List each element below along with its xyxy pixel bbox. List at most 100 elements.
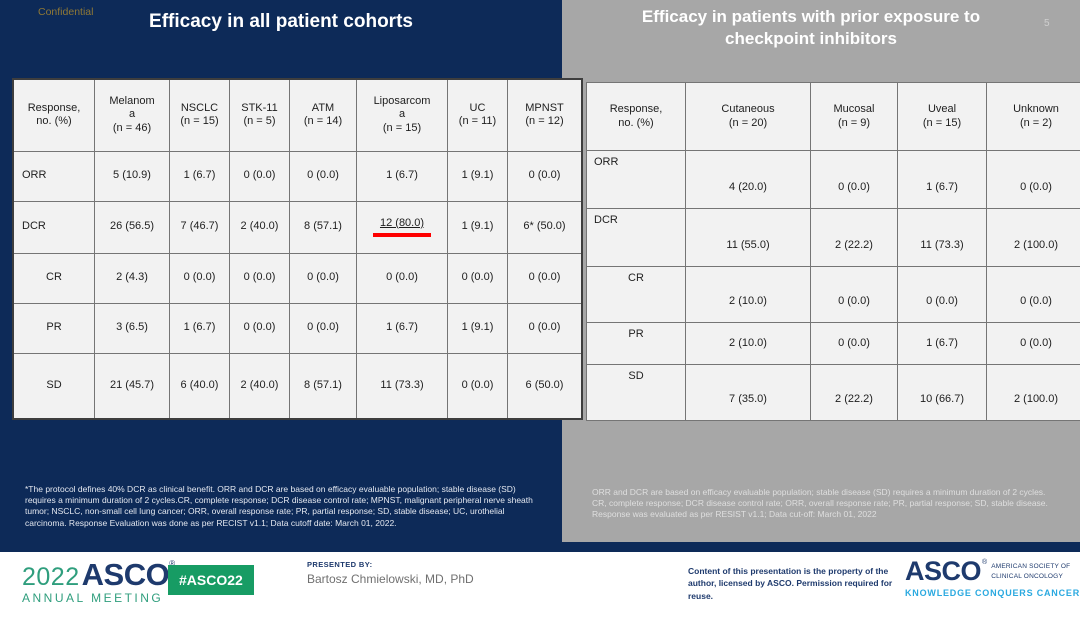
asco-society-logo: ASCO ® AMERICAN SOCIETY OF CLINICAL ONCO… <box>905 556 1080 598</box>
row-label: ORR <box>586 150 686 209</box>
table-cell: 1 (9.1) <box>447 150 508 202</box>
table-header-row: Response, no. (%) Cutaneous (n = 20) Mucos… <box>586 82 1080 151</box>
table-cell: 12 (80.0) <box>356 200 448 254</box>
table-cell: 3 (6.5) <box>94 302 170 354</box>
table-cell: 11 (55.0) <box>685 208 811 267</box>
table-cell: 0 (0.0) <box>986 266 1080 323</box>
table-cell: 26 (56.5) <box>94 200 170 254</box>
table-cell: 1 (6.7) <box>897 322 987 365</box>
table-row: CR 2 (4.3) 0 (0.0) 0 (0.0) 0 (0.0) 0 (0.0) 0 (… <box>12 252 583 304</box>
table-cell: 0 (0.0) <box>169 252 230 304</box>
row-label: DCR <box>586 208 686 267</box>
highlighted-value: 12 (80.0) <box>372 217 432 238</box>
table-row: DCR 11 (55.0) 2 (22.2) 11 (73.3) 2 (100.0) <box>586 208 1080 267</box>
table-cell: 2 (22.2) <box>810 364 898 421</box>
table-cell: 0 (0.0) <box>507 150 583 202</box>
table-cell: 0 (0.0) <box>447 352 508 420</box>
row-label: PR <box>12 302 95 354</box>
table-row: CR 2 (10.0) 0 (0.0) 0 (0.0) 0 (0.0) <box>586 266 1080 323</box>
column-header: ATM (n = 14) <box>289 78 357 152</box>
table-cell: 2 (4.3) <box>94 252 170 304</box>
annual-meeting-text: ANNUAL MEETING <box>22 591 164 605</box>
column-header: Response, no. (%) <box>12 78 95 152</box>
all-cohorts-efficacy-table: Response, no. (%) Melanom a (n = 46) NSCLC… <box>12 78 583 420</box>
presenter-name: Bartosz Chmielowski, MD, PhD <box>307 572 474 586</box>
prior-checkpoint-efficacy-table: Response, no. (%) Cutaneous (n = 20) Mucos… <box>586 82 1080 421</box>
table-cell: 8 (57.1) <box>289 352 357 420</box>
right-panel-title: Efficacy in patients with prior exposure… <box>641 7 981 49</box>
row-label: ORR <box>12 150 95 202</box>
row-label: PR <box>586 322 686 365</box>
column-header: MPNST (n = 12) <box>507 78 583 152</box>
slide-footer: 2022 ASCO ® ANNUAL MEETING #ASCO22 PRESE… <box>0 552 1080 624</box>
asco-logo-line: 2022 ASCO ® <box>22 557 175 593</box>
logo-year-text: 2022 <box>22 563 80 591</box>
table-cell: 10 (66.7) <box>897 364 987 421</box>
society-name-text: AMERICAN SOCIETY OF CLINICAL ONCOLOGY <box>991 562 1071 580</box>
table-cell: 2 (100.0) <box>986 364 1080 421</box>
table-cell: 6* (50.0) <box>507 200 583 254</box>
column-header: Melanom a (n = 46) <box>94 78 170 152</box>
table-cell: 0 (0.0) <box>447 252 508 304</box>
table-cell: 1 (6.7) <box>356 302 448 354</box>
table-cell: 8 (57.1) <box>289 200 357 254</box>
table-row: DCR 26 (56.5) 7 (46.7) 2 (40.0) 8 (57.1) 12 (… <box>12 200 583 254</box>
table-cell: 1 (9.1) <box>447 302 508 354</box>
table-row: ORR 4 (20.0) 0 (0.0) 1 (6.7) 0 (0.0) <box>586 150 1080 209</box>
table-cell: 21 (45.7) <box>94 352 170 420</box>
table-cell: 0 (0.0) <box>810 266 898 323</box>
table-cell: 0 (0.0) <box>897 266 987 323</box>
table-cell: 0 (0.0) <box>229 302 290 354</box>
column-header: NSCLC (n = 15) <box>169 78 230 152</box>
table-cell: 0 (0.0) <box>289 302 357 354</box>
table-cell: 2 (10.0) <box>685 322 811 365</box>
table-row: PR 3 (6.5) 1 (6.7) 0 (0.0) 0 (0.0) 1 (6.7) 1 (… <box>12 302 583 354</box>
table-header-row: Response, no. (%) Melanom a (n = 46) NSCLC… <box>12 78 583 152</box>
table-cell: 1 (6.7) <box>356 150 448 202</box>
table-row: SD 7 (35.0) 2 (22.2) 10 (66.7) 2 (100.0) <box>586 364 1080 421</box>
table-cell: 0 (0.0) <box>507 252 583 304</box>
table-cell: 11 (73.3) <box>897 208 987 267</box>
column-header: Liposarcom a (n = 15) <box>356 78 448 152</box>
left-panel-title: Efficacy in all patient cohorts <box>149 11 413 32</box>
presented-by-block: PRESENTED BY: Bartosz Chmielowski, MD, P… <box>307 560 474 586</box>
asco-society-logo-top: ASCO ® AMERICAN SOCIETY OF CLINICAL ONCO… <box>905 556 1080 587</box>
asco-logotype: ASCO <box>905 556 982 586</box>
hashtag-badge: #ASCO22 <box>168 565 254 595</box>
copyright-notice: Content of this presentation is the prop… <box>688 566 893 601</box>
table-cell: 1 (6.7) <box>169 302 230 354</box>
presented-by-label: PRESENTED BY: <box>307 560 373 569</box>
table-cell: 0 (0.0) <box>289 252 357 304</box>
table-cell: 6 (50.0) <box>507 352 583 420</box>
table-cell: 0 (0.0) <box>810 150 898 209</box>
row-label: CR <box>12 252 95 304</box>
table-cell: 0 (0.0) <box>289 150 357 202</box>
table-row: SD 21 (45.7) 6 (40.0) 2 (40.0) 8 (57.1) 11 (7… <box>12 352 583 420</box>
table-cell: 0 (0.0) <box>986 322 1080 365</box>
logo-asco-text: ASCO <box>81 557 170 592</box>
asco-annual-meeting-logo: 2022 ASCO ® ANNUAL MEETING <box>22 557 175 605</box>
asco-tagline: KNOWLEDGE CONQUERS CANCER <box>905 588 1080 598</box>
table-cell: 7 (46.7) <box>169 200 230 254</box>
registered-mark-icon: ® <box>982 559 988 566</box>
table-cell: 5 (10.9) <box>94 150 170 202</box>
column-header: Uveal (n = 15) <box>897 82 987 151</box>
column-header: Response, no. (%) <box>586 82 686 151</box>
table-cell: 0 (0.0) <box>986 150 1080 209</box>
table-cell: 6 (40.0) <box>169 352 230 420</box>
column-header: Mucosal (n = 9) <box>810 82 898 151</box>
left-panel-footnote: *The protocol defines 40% DCR as clinica… <box>25 484 533 528</box>
table-cell: 0 (0.0) <box>229 150 290 202</box>
row-label: SD <box>12 352 95 420</box>
table-cell: 2 (40.0) <box>229 200 290 254</box>
table-cell: 0 (0.0) <box>356 252 448 304</box>
registered-mark-icon: ® <box>169 559 176 568</box>
column-header: Unknown (n = 2) <box>986 82 1080 151</box>
table-cell: 1 (6.7) <box>897 150 987 209</box>
table-cell: 0 (0.0) <box>810 322 898 365</box>
row-label: CR <box>586 266 686 323</box>
confidential-watermark: Confidential <box>38 6 94 18</box>
column-header: Cutaneous (n = 20) <box>685 82 811 151</box>
table-cell: 2 (10.0) <box>685 266 811 323</box>
